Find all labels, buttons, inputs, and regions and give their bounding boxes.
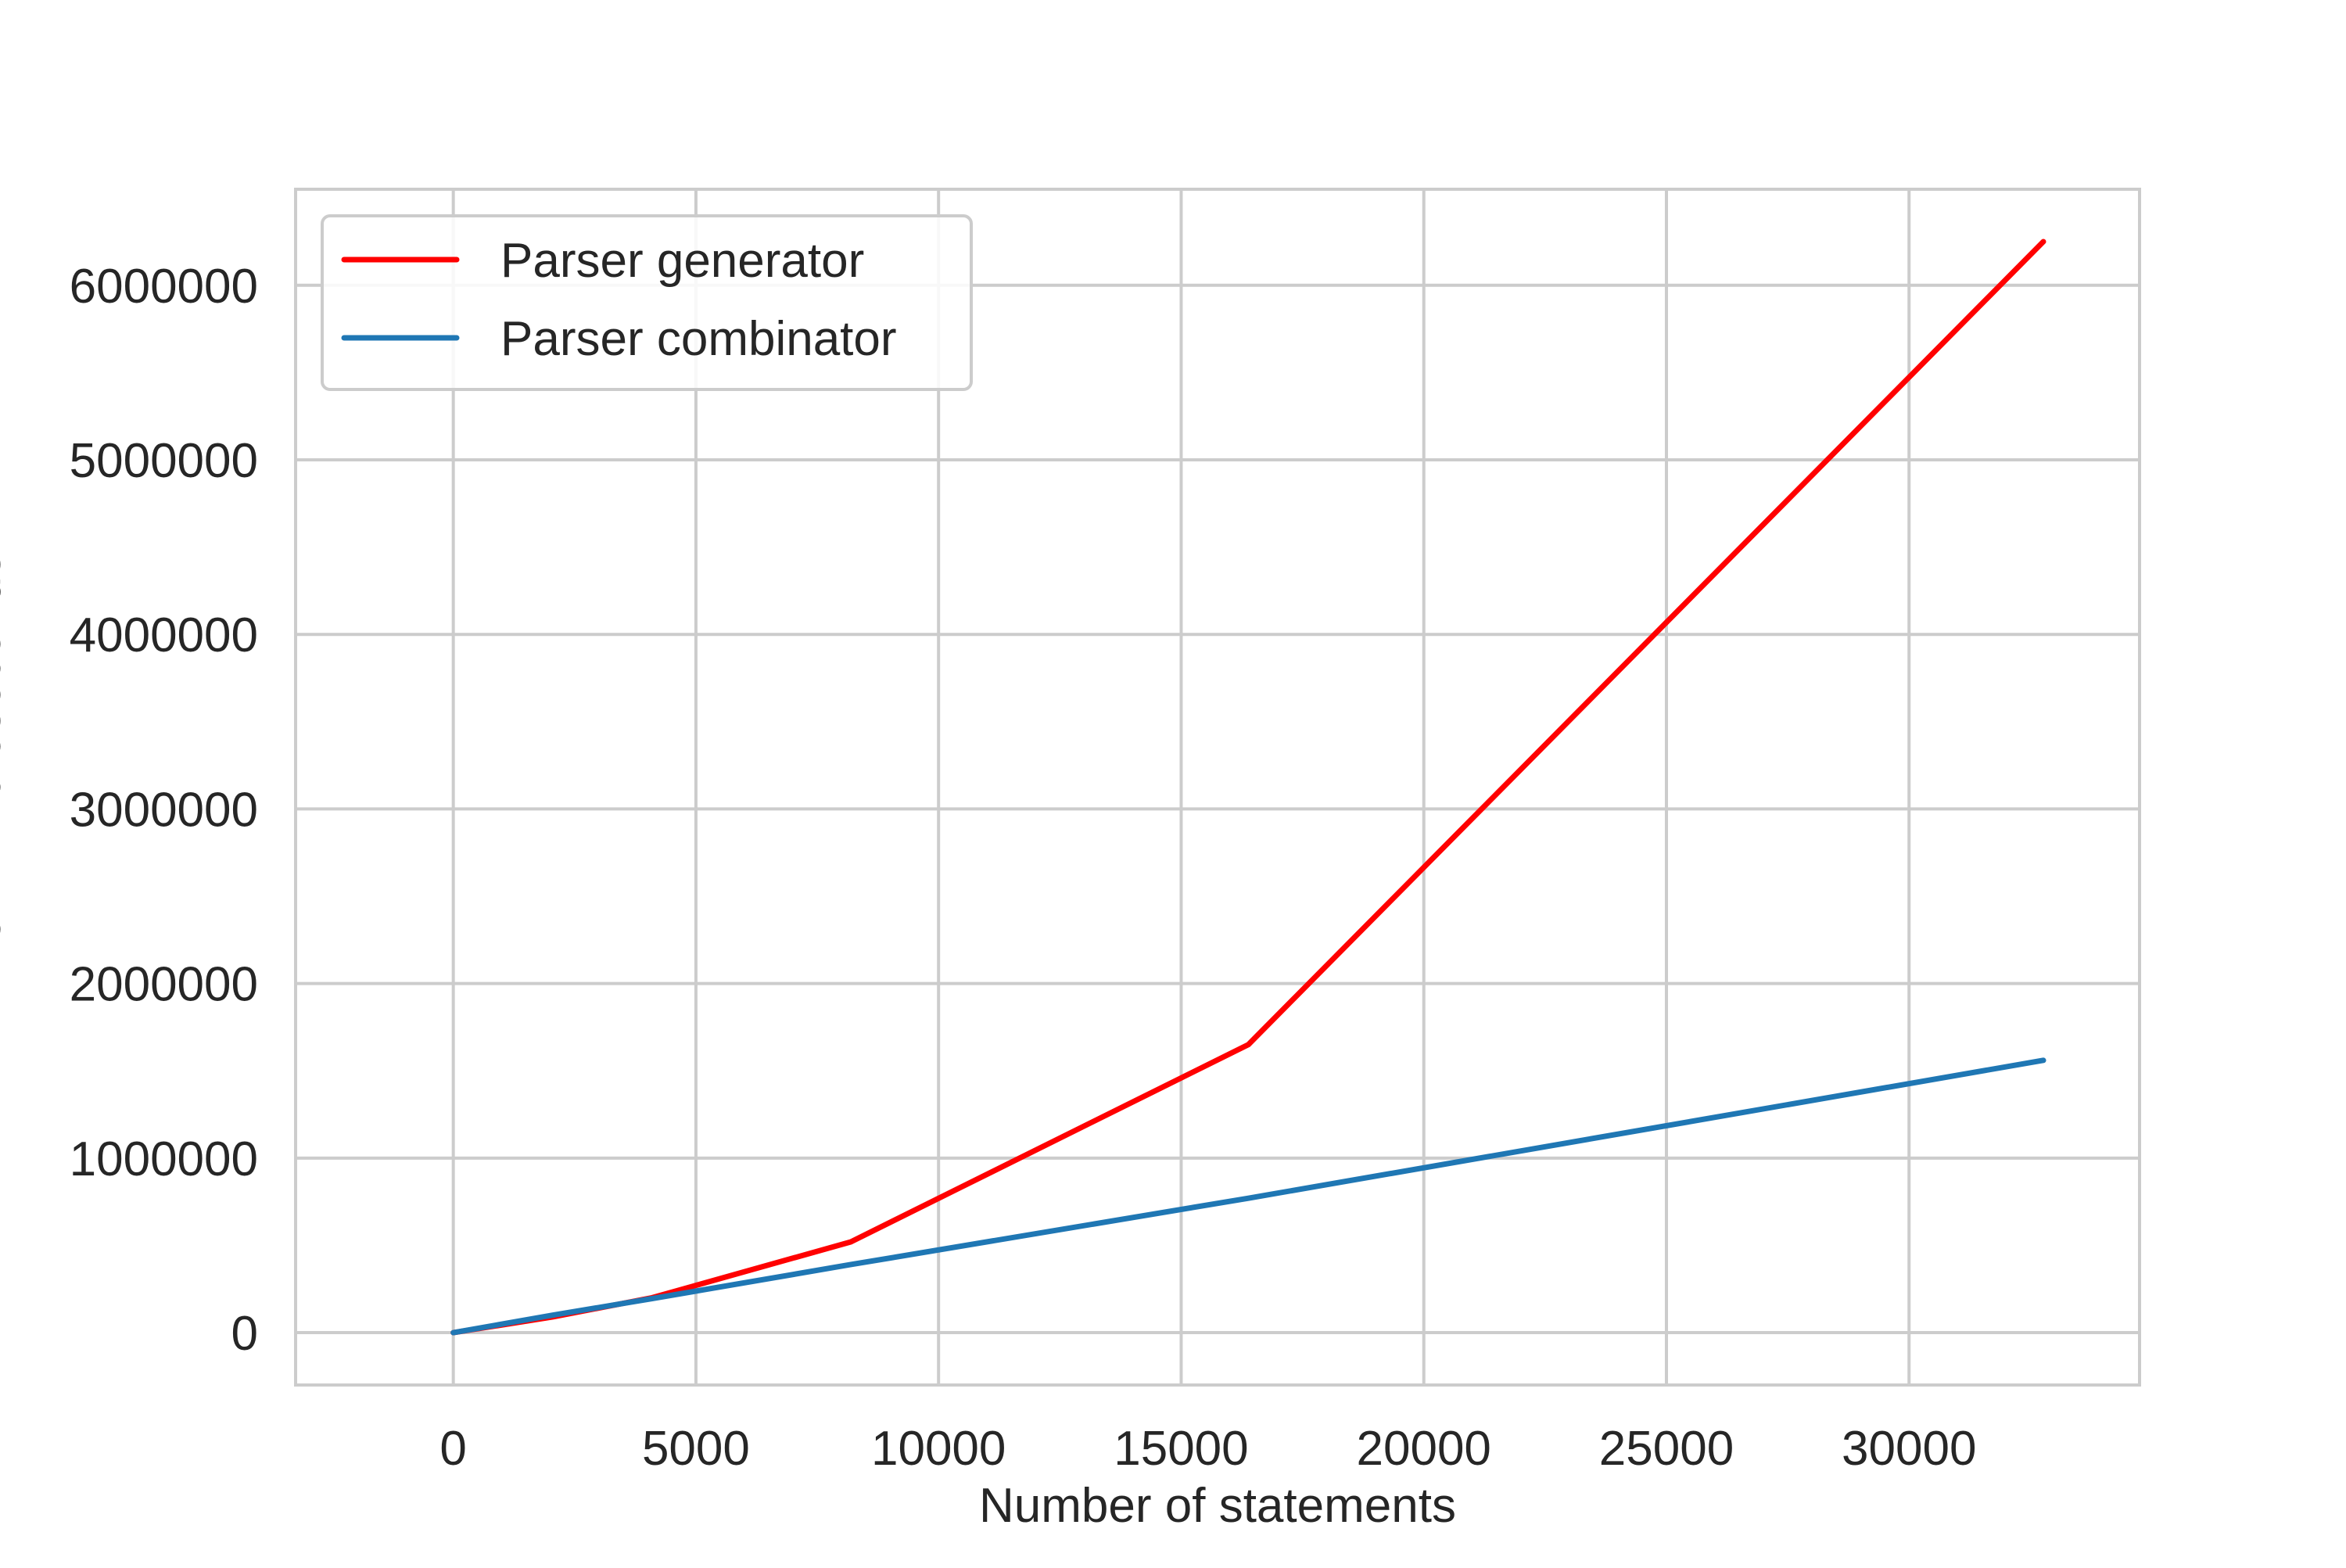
x-tick-label: 15000 (1114, 1422, 1248, 1476)
series-line-parser-combinator (450, 1057, 2046, 1336)
x-tick-label: 25000 (1599, 1422, 1734, 1476)
x-tick-label: 0 (439, 1422, 466, 1476)
x-tick-label: 5000 (642, 1422, 750, 1476)
legend-label: Parser generator (500, 234, 864, 288)
x-tick-label: 10000 (871, 1422, 1006, 1476)
y-tick-label: 1000000 (70, 1132, 258, 1186)
y-axis-label: Time in microseconds (0, 552, 11, 1022)
y-tick-label: 0 (231, 1307, 258, 1361)
x-axis-label: Number of statements (979, 1479, 1456, 1533)
x-tick-label: 20000 (1357, 1422, 1491, 1476)
y-tick-labels: 0 1000000 2000000 3000000 4000000 5000000 6000… (70, 260, 258, 1361)
grid (296, 189, 2140, 1385)
y-tick-label: 6000000 (70, 260, 258, 314)
y-tick-label: 2000000 (70, 958, 258, 1012)
y-tick-label: 3000000 (70, 783, 258, 837)
legend: Parser generator Parser combinator (321, 214, 973, 391)
x-tick-label: 30000 (1842, 1422, 1976, 1476)
plot-frame (294, 188, 2141, 1387)
x-tick-labels: 0 5000 10000 15000 20000 25000 30000 (439, 1422, 1976, 1476)
series-layer (450, 239, 2046, 1336)
y-tick-label: 5000000 (70, 434, 258, 488)
legend-label: Parser combinator (500, 312, 897, 366)
y-tick-label: 4000000 (70, 608, 258, 662)
legend-box (321, 214, 973, 391)
series-line-parser-generator (450, 239, 2046, 1336)
